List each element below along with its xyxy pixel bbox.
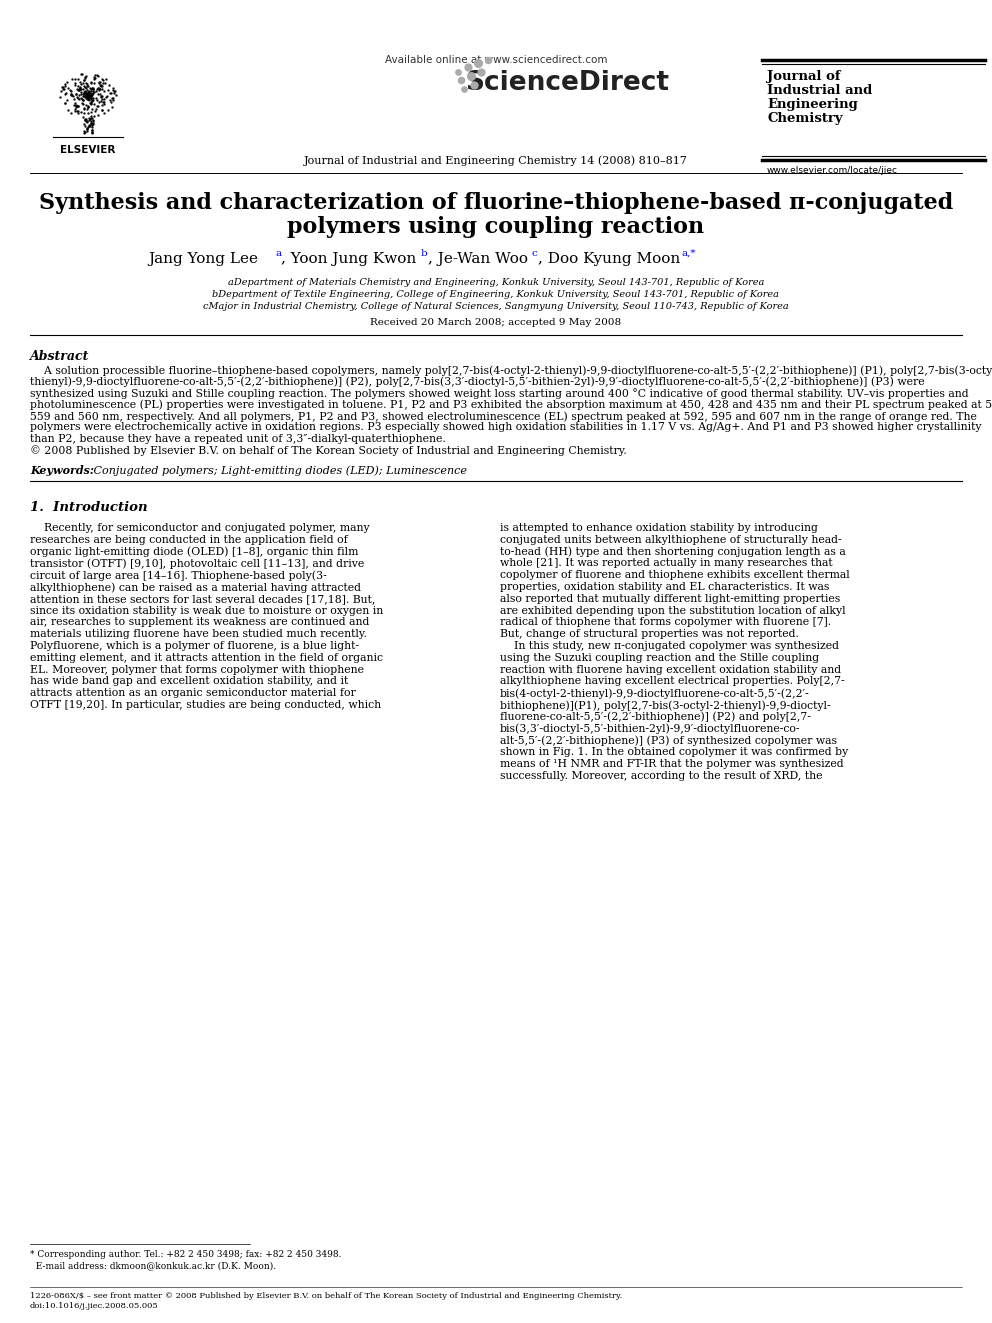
- Text: © 2008 Published by Elsevier B.V. on behalf of The Korean Society of Industrial : © 2008 Published by Elsevier B.V. on beh…: [30, 446, 627, 456]
- Text: researches are being conducted in the application field of: researches are being conducted in the ap…: [30, 534, 348, 545]
- Point: [463, 65, 479, 86]
- Text: polymers were electrochemically active in oxidation regions. P3 especially showe: polymers were electrochemically active i…: [30, 422, 981, 433]
- Text: are exhibited depending upon the substitution location of alkyl: are exhibited depending upon the substit…: [500, 606, 845, 615]
- Text: a,*: a,*: [681, 249, 695, 258]
- Text: emitting element, and it attracts attention in the field of organic: emitting element, and it attracts attent…: [30, 652, 383, 663]
- Text: EL. Moreover, polymer that forms copolymer with thiophene: EL. Moreover, polymer that forms copolym…: [30, 664, 364, 675]
- Text: , Yoon Jung Kwon: , Yoon Jung Kwon: [281, 251, 417, 266]
- Text: Available online at www.sciencedirect.com: Available online at www.sciencedirect.co…: [385, 56, 607, 65]
- Text: alt-5,5′-(2,2′-bithiophene)] (P3) of synthesized copolymer was: alt-5,5′-(2,2′-bithiophene)] (P3) of syn…: [500, 736, 837, 746]
- Text: Industrial and: Industrial and: [767, 83, 872, 97]
- Text: materials utilizing fluorene have been studied much recently.: materials utilizing fluorene have been s…: [30, 630, 367, 639]
- Text: shown in Fig. 1. In the obtained copolymer it was confirmed by: shown in Fig. 1. In the obtained copolym…: [500, 747, 848, 757]
- Text: ScienceDirect: ScienceDirect: [465, 70, 669, 97]
- Text: attention in these sectors for last several decades [17,18]. But,: attention in these sectors for last seve…: [30, 594, 375, 603]
- Text: alkylthiophene) can be raised as a material having attracted: alkylthiophene) can be raised as a mater…: [30, 582, 361, 593]
- Text: to-head (HH) type and then shortening conjugation length as a: to-head (HH) type and then shortening co…: [500, 546, 846, 557]
- Text: But, change of structural properties was not reported.: But, change of structural properties was…: [500, 630, 799, 639]
- Text: 1.  Introduction: 1. Introduction: [30, 501, 148, 515]
- Text: Keywords:: Keywords:: [30, 464, 94, 476]
- Text: polymers using coupling reaction: polymers using coupling reaction: [288, 216, 704, 238]
- Text: circuit of large area [14–16]. Thiophene-based poly(3-: circuit of large area [14–16]. Thiophene…: [30, 570, 326, 581]
- Text: thienyl)-9,9-dioctylfluorene-co-alt-5,5′-(2,2′-bithiophene)] (P2), poly[2,7-bis(: thienyl)-9,9-dioctylfluorene-co-alt-5,5′…: [30, 377, 925, 388]
- Text: A solution processible fluorine–thiophene-based copolymers, namely poly[2,7-bis(: A solution processible fluorine–thiophen…: [30, 365, 992, 376]
- Text: Chemistry: Chemistry: [767, 112, 842, 124]
- Point: [470, 53, 486, 74]
- Text: aDepartment of Materials Chemistry and Engineering, Konkuk University, Seoul 143: aDepartment of Materials Chemistry and E…: [228, 278, 764, 287]
- Text: ELSEVIER: ELSEVIER: [61, 146, 116, 155]
- Text: bis(4-octyl-2-thienyl)-9,9-dioctylfluorene-co-alt-5,5′-(2,2′-: bis(4-octyl-2-thienyl)-9,9-dioctylfluore…: [500, 688, 809, 699]
- Text: In this study, new π-conjugated copolymer was synthesized: In this study, new π-conjugated copolyme…: [500, 642, 839, 651]
- Point: [453, 69, 469, 90]
- Point: [473, 61, 489, 82]
- Text: Synthesis and characterization of fluorine–thiophene-based π-conjugated: Synthesis and characterization of fluori…: [39, 192, 953, 214]
- Text: also reported that mutually different light-emitting properties: also reported that mutually different li…: [500, 594, 840, 603]
- Text: Conjugated polymers; Light-emitting diodes (LED); Luminescence: Conjugated polymers; Light-emitting diod…: [90, 464, 467, 475]
- Text: since its oxidation stability is weak due to moisture or oxygen in: since its oxidation stability is weak du…: [30, 606, 383, 615]
- Text: Polyfluorene, which is a polymer of fluorene, is a blue light-: Polyfluorene, which is a polymer of fluo…: [30, 642, 359, 651]
- Text: c: c: [531, 249, 537, 258]
- Text: OTFT [19,20]. In particular, studies are being conducted, which: OTFT [19,20]. In particular, studies are…: [30, 700, 381, 710]
- Text: Abstract: Abstract: [30, 351, 89, 363]
- Text: b: b: [421, 249, 428, 258]
- Point: [450, 61, 466, 82]
- Text: Recently, for semiconductor and conjugated polymer, many: Recently, for semiconductor and conjugat…: [30, 523, 370, 533]
- Text: attracts attention as an organic semiconductor material for: attracts attention as an organic semicon…: [30, 688, 356, 699]
- Text: photoluminescence (PL) properties were investigated in toluene. P1, P2 and P3 ex: photoluminescence (PL) properties were i…: [30, 400, 992, 410]
- Text: organic light-emitting diode (OLED) [1–8], organic thin film: organic light-emitting diode (OLED) [1–8…: [30, 546, 358, 557]
- Text: has wide band gap and excellent oxidation stability, and it: has wide band gap and excellent oxidatio…: [30, 676, 348, 687]
- Text: is attempted to enhance oxidation stability by introducing: is attempted to enhance oxidation stabil…: [500, 523, 817, 533]
- Point: [466, 74, 482, 95]
- Point: [480, 49, 496, 70]
- Text: whole [21]. It was reported actually in many researches that: whole [21]. It was reported actually in …: [500, 558, 832, 569]
- Text: bis(3,3′-dioctyl-5,5′-bithien-2yl)-9,9′-dioctylfluorene-co-: bis(3,3′-dioctyl-5,5′-bithien-2yl)-9,9′-…: [500, 724, 801, 734]
- Text: Journal of: Journal of: [767, 70, 840, 83]
- Text: alkylthiophene having excellent electrical properties. Poly[2,7-: alkylthiophene having excellent electric…: [500, 676, 844, 687]
- Text: Jang Yong Lee: Jang Yong Lee: [148, 251, 258, 266]
- Text: , Je-Wan Woo: , Je-Wan Woo: [428, 251, 528, 266]
- Text: properties, oxidation stability and EL characteristics. It was: properties, oxidation stability and EL c…: [500, 582, 829, 591]
- Text: copolymer of fluorene and thiophene exhibits excellent thermal: copolymer of fluorene and thiophene exhi…: [500, 570, 850, 581]
- Text: using the Suzuki coupling reaction and the Stille coupling: using the Suzuki coupling reaction and t…: [500, 652, 819, 663]
- Text: a: a: [275, 249, 281, 258]
- Text: synthesized using Suzuki and Stille coupling reaction. The polymers showed weigh: synthesized using Suzuki and Stille coup…: [30, 388, 968, 398]
- Text: www.elsevier.com/locate/jiec: www.elsevier.com/locate/jiec: [767, 165, 898, 175]
- Text: doi:10.1016/j.jiec.2008.05.005: doi:10.1016/j.jiec.2008.05.005: [30, 1302, 159, 1310]
- Text: E-mail address: dkmoon@konkuk.ac.kr (D.K. Moon).: E-mail address: dkmoon@konkuk.ac.kr (D.K…: [30, 1261, 276, 1270]
- Point: [456, 78, 472, 99]
- Text: conjugated units between alkylthiophene of structurally head-: conjugated units between alkylthiophene …: [500, 534, 841, 545]
- Text: Engineering: Engineering: [767, 98, 858, 111]
- Text: air, researches to supplement its weakness are continued and: air, researches to supplement its weakne…: [30, 618, 369, 627]
- Text: fluorene-co-alt-5,5′-(2,2′-bithiophene)] (P2) and poly[2,7-: fluorene-co-alt-5,5′-(2,2′-bithiophene)]…: [500, 712, 810, 722]
- Text: than P2, because they have a repeated unit of 3,3″-dialkyl-quaterthiophene.: than P2, because they have a repeated un…: [30, 434, 445, 445]
- Text: * Corresponding author. Tel.: +82 2 450 3498; fax: +82 2 450 3498.: * Corresponding author. Tel.: +82 2 450 …: [30, 1250, 341, 1259]
- Text: bDepartment of Textile Engineering, College of Engineering, Konkuk University, S: bDepartment of Textile Engineering, Coll…: [212, 290, 780, 299]
- Text: Journal of Industrial and Engineering Chemistry 14 (2008) 810–817: Journal of Industrial and Engineering Ch…: [305, 155, 687, 165]
- Text: 559 and 560 nm, respectively. And all polymers, P1, P2 and P3, showed electrolum: 559 and 560 nm, respectively. And all po…: [30, 411, 977, 422]
- Point: [460, 57, 476, 78]
- Text: successfully. Moreover, according to the result of XRD, the: successfully. Moreover, according to the…: [500, 771, 822, 781]
- Text: , Doo Kyung Moon: , Doo Kyung Moon: [538, 251, 681, 266]
- Text: cMajor in Industrial Chemistry, College of Natural Sciences, Sangmyung Universit: cMajor in Industrial Chemistry, College …: [203, 302, 789, 311]
- Text: radical of thiophene that forms copolymer with fluorene [7].: radical of thiophene that forms copolyme…: [500, 618, 831, 627]
- Text: 1226-086X/$ – see front matter © 2008 Published by Elsevier B.V. on behalf of Th: 1226-086X/$ – see front matter © 2008 Pu…: [30, 1293, 622, 1301]
- Text: reaction with fluorene having excellent oxidation stability and: reaction with fluorene having excellent …: [500, 664, 841, 675]
- Text: Received 20 March 2008; accepted 9 May 2008: Received 20 March 2008; accepted 9 May 2…: [370, 318, 622, 327]
- Text: means of ¹H NMR and FT-IR that the polymer was synthesized: means of ¹H NMR and FT-IR that the polym…: [500, 759, 843, 769]
- Text: transistor (OTFT) [9,10], photovoltaic cell [11–13], and drive: transistor (OTFT) [9,10], photovoltaic c…: [30, 558, 364, 569]
- Text: bithiophene)](P1), poly[2,7-bis(3-octyl-2-thienyl)-9,9-dioctyl-: bithiophene)](P1), poly[2,7-bis(3-octyl-…: [500, 700, 830, 710]
